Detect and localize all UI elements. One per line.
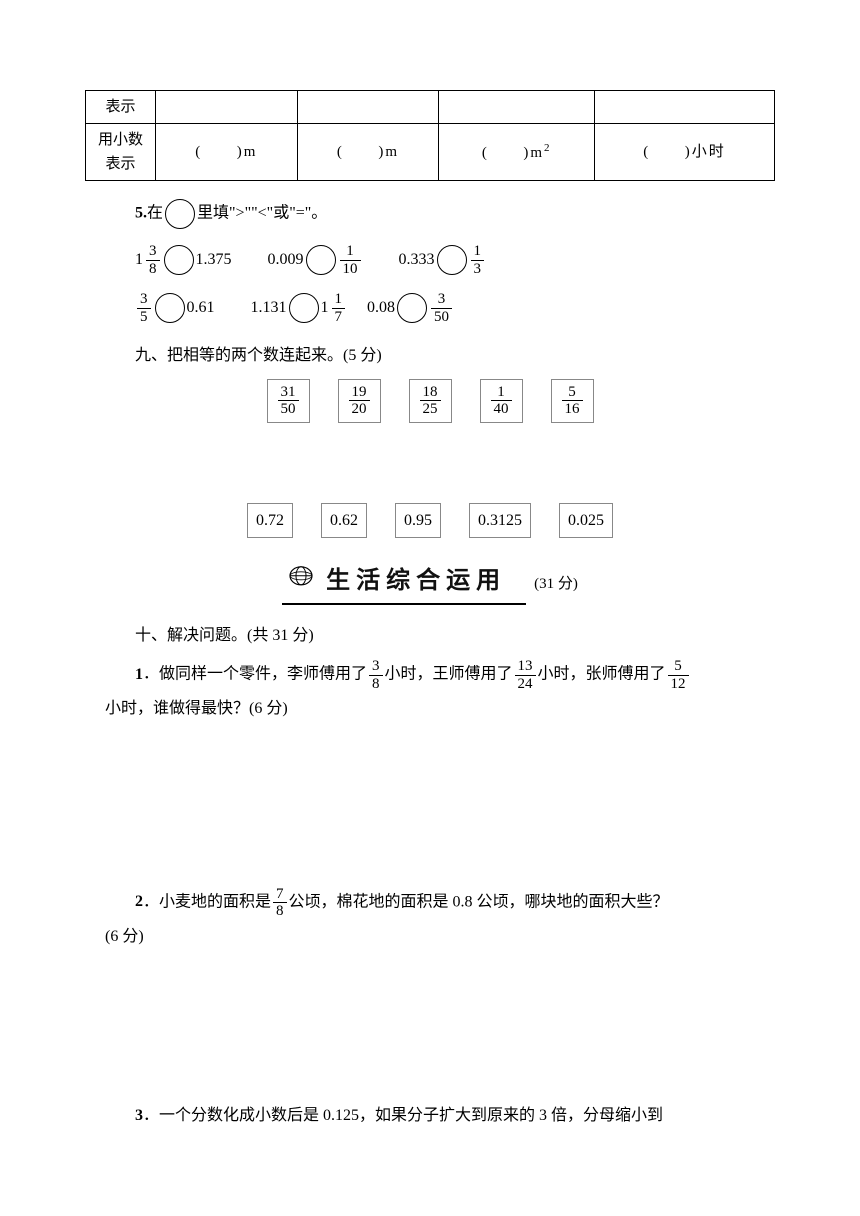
q10-3: 3．一个分数化成小数后是 0.125，如果分子扩大到原来的 3 倍，分母缩小到 <box>105 1103 775 1129</box>
q9-decimals-row: 0.72 0.62 0.95 0.3125 0.025 <box>85 503 775 539</box>
match-box[interactable]: 1825 <box>409 379 452 423</box>
answer-space[interactable] <box>85 953 775 1093</box>
q5-row-2: 35 0.61 1.131 117 0.08 350 <box>135 291 775 325</box>
table-cell-blank <box>297 91 439 124</box>
circle-icon <box>165 199 195 229</box>
table-cell-fill[interactable]: ( )m <box>297 124 439 181</box>
q9-fractions-row: 3150 1920 1825 140 516 <box>85 379 775 423</box>
match-box[interactable]: 516 <box>551 379 594 423</box>
q5-instr-pre: 在 <box>147 205 163 222</box>
compare-item: 0.333 13 <box>399 243 487 277</box>
compare-circle[interactable] <box>397 293 427 323</box>
match-box[interactable]: 0.72 <box>247 503 293 539</box>
table-row2-label: 用小数 表示 <box>86 124 156 181</box>
question-5: 5.在 里填">""<"或"="。 138 1.375 0.009 110 0.3… <box>135 199 775 325</box>
match-box[interactable]: 140 <box>480 379 523 423</box>
match-box[interactable]: 0.62 <box>321 503 367 539</box>
compare-circle[interactable] <box>155 293 185 323</box>
table-cell-blank <box>595 91 775 124</box>
globe-icon <box>288 562 318 600</box>
table-cell-blank <box>156 91 298 124</box>
matching-space[interactable] <box>85 433 775 493</box>
q10-1: 1．做同样一个零件，李师傅用了38小时，王师傅用了1324小时，张师傅用了512… <box>105 658 775 722</box>
compare-item: 0.009 110 <box>268 243 363 277</box>
table-cell-fill[interactable]: ( )m <box>156 124 298 181</box>
match-box[interactable]: 0.025 <box>559 503 613 539</box>
match-box[interactable]: 1920 <box>338 379 381 423</box>
q5-instr-post: 里填">""<"或"="。 <box>197 205 327 222</box>
match-box[interactable]: 3150 <box>267 379 310 423</box>
compare-circle[interactable] <box>164 245 194 275</box>
banner-text: 生活综合运用 <box>326 568 506 594</box>
q5-number: 5. <box>135 205 147 222</box>
compare-circle[interactable] <box>306 245 336 275</box>
table-cell-fill[interactable]: ( )小时 <box>595 124 775 181</box>
q10-title: 十、解决问题。(共 31 分) <box>135 623 775 649</box>
section-banner: 生活综合运用 (31 分) <box>85 560 775 604</box>
compare-item: 138 1.375 <box>135 243 232 277</box>
banner-points: (31 分) <box>534 576 578 592</box>
compare-circle[interactable] <box>289 293 319 323</box>
table-row1-label: 表示 <box>86 91 156 124</box>
compare-item: 1.131 117 <box>251 291 348 325</box>
compare-item: 35 0.61 <box>135 291 215 325</box>
q5-row-1: 138 1.375 0.009 110 0.333 13 <box>135 243 775 277</box>
q9-title: 九、把相等的两个数连起来。(5 分) <box>135 343 775 369</box>
match-box[interactable]: 0.3125 <box>469 503 531 539</box>
conversion-table: 表示 用小数 表示 ( )m ( )m ( )m2 ( )小时 <box>85 90 775 181</box>
table-cell-blank <box>439 91 595 124</box>
q10-2: 2．小麦地的面积是78公顷，棉花地的面积是 0.8 公顷，哪块地的面积大些？ (… <box>105 886 775 950</box>
table-cell-fill[interactable]: ( )m2 <box>439 124 595 181</box>
answer-space[interactable] <box>85 726 775 876</box>
match-box[interactable]: 0.95 <box>395 503 441 539</box>
compare-item: 0.08 350 <box>367 291 454 325</box>
compare-circle[interactable] <box>437 245 467 275</box>
